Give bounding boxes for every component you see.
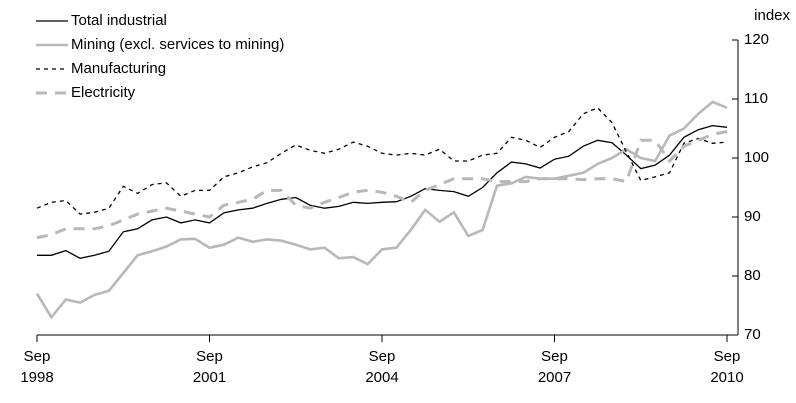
x-tick-label: Sep 1998 xyxy=(20,348,53,386)
legend-label: Electricity xyxy=(71,84,136,101)
series-line xyxy=(37,124,728,259)
y-tick-label: 110 xyxy=(744,90,768,107)
x-tick-label: Sep 2007 xyxy=(538,348,571,386)
series-line xyxy=(35,100,728,320)
legend-label: Manufacturing xyxy=(71,60,166,77)
legend-label: Mining (excl. services to mining) xyxy=(71,36,284,53)
y-tick-label: 100 xyxy=(744,149,769,166)
y-tick-label: 70 xyxy=(744,326,761,343)
y-tick-label: 90 xyxy=(744,208,761,225)
legend-label: Total industrial xyxy=(71,12,167,29)
x-tick-label: Sep 2010 xyxy=(710,348,743,386)
series-line xyxy=(36,130,728,240)
y-tick-label: 120 xyxy=(744,31,769,48)
x-tick-label: Sep 2004 xyxy=(365,348,398,386)
y-axis-label: index xyxy=(754,7,790,24)
series-line xyxy=(36,107,728,215)
x-tick-label: Sep 2001 xyxy=(193,348,226,386)
y-tick-label: 80 xyxy=(744,267,761,284)
